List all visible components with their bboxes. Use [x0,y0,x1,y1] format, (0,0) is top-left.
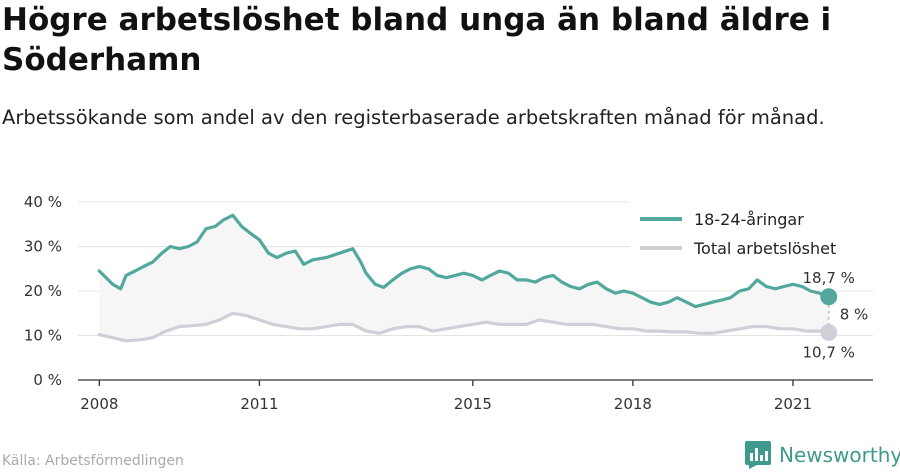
x-tick-label: 2015 [454,395,492,413]
y-tick-label: 40 % [24,193,62,211]
gap-area [99,215,829,341]
legend-label: 18-24-åringar [694,210,804,229]
line-chart: 0 % 10 % 20 % 30 % 40 % 2008 2011 2015 2018 2021… [24,193,875,413]
y-tick-label: 20 % [24,282,62,300]
y-tick-label: 30 % [24,238,62,256]
annotations: 18,7 % 10,7 % 8 % [803,269,869,362]
x-tick-label: 2021 [774,395,812,413]
end-point-youth [820,288,838,306]
x-axis-ticks: 2008 2011 2015 2018 2021 [80,380,812,413]
brand-logo[interactable]: Newsworthy [745,441,900,469]
gap-label: 8 % [840,306,869,324]
x-tick-label: 2018 [614,395,652,413]
end-label-youth: 18,7 % [803,269,855,287]
chart-title: Högre arbetslöshet bland unga än bland ä… [2,2,832,78]
y-axis-ticks: 0 % 10 % 20 % 30 % 40 % [24,193,62,389]
x-tick-label: 2011 [240,395,278,413]
end-label-total: 10,7 % [803,343,855,361]
legend-label: Total arbetslöshet [693,239,836,258]
chart-subtitle: Arbetssökande som andel av den registerb… [2,106,825,129]
brand-name: Newsworthy [779,443,900,467]
source-label: Källa: Arbetsförmedlingen [2,453,184,469]
x-tick-label: 2008 [80,395,118,413]
series-lines [97,213,831,343]
bar-chart-logo-icon [745,441,771,469]
end-point-total [820,323,838,341]
series-line-total [97,311,831,343]
legend: 18-24-åringar Total arbetslöshet [630,200,875,266]
y-tick-label: 0 % [33,371,62,389]
y-tick-label: 10 % [24,327,62,345]
legend-background [630,200,875,266]
series-line-youth [97,213,831,309]
